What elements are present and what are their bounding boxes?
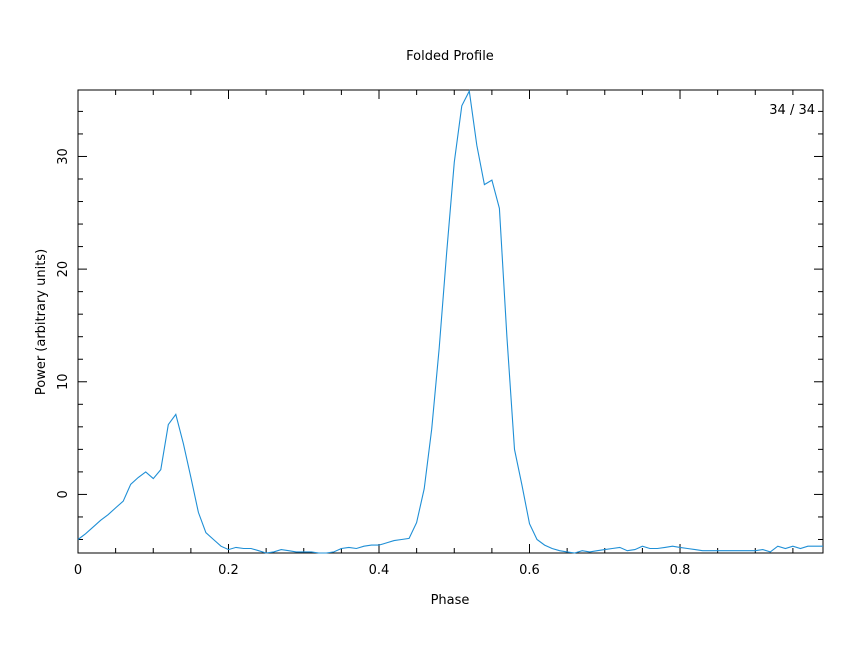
axis-ticks <box>77 90 823 553</box>
x-tick-label: 0.6 <box>519 563 540 578</box>
x-axis-label: Phase <box>431 593 470 608</box>
y-tick-label: 20 <box>56 261 71 278</box>
x-tick-label: 0.4 <box>369 563 390 578</box>
tick-labels: 0 0.2 0.4 0.6 0.8 0 10 20 30 <box>56 148 690 578</box>
x-tick-label: 0 <box>74 563 82 578</box>
plot-frame <box>77 89 824 554</box>
y-tick-label: 10 <box>56 373 71 390</box>
x-tick-label: 0.2 <box>218 563 239 578</box>
y-tick-label: 30 <box>56 148 71 165</box>
frame-counter-annotation: 34 / 34 <box>769 103 815 118</box>
series-line <box>77 89 823 554</box>
chart-title: Folded Profile <box>406 49 494 64</box>
y-axis-label: Power (arbitrary units) <box>34 249 49 395</box>
x-tick-label: 0.8 <box>670 563 691 578</box>
y-tick-label: 0 <box>56 490 71 498</box>
